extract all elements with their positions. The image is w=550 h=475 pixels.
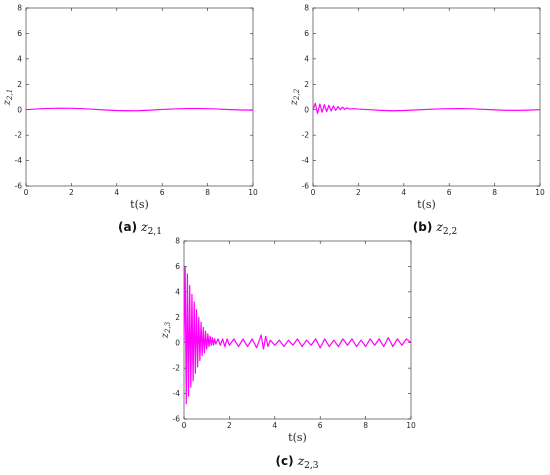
plot-frame — [25, 7, 254, 187]
caption-sub: 2,1 — [148, 227, 162, 237]
y-tick-label: 8 — [304, 4, 309, 13]
panel-caption: (c) z2,3 — [275, 453, 318, 471]
y-tick-label: 8 — [175, 237, 180, 246]
x-tick-label: 6 — [447, 188, 452, 197]
x-tick-label: 2 — [356, 188, 361, 197]
plot-frame — [312, 7, 541, 187]
panel-caption: (b) z2,2 — [413, 219, 457, 237]
caption-sub: 2,2 — [443, 227, 457, 237]
y-tick-label: 0 — [17, 105, 22, 114]
y-tick-label: -2 — [15, 131, 23, 140]
y-tick-label: 6 — [17, 29, 22, 38]
x-tick-label: 0 — [311, 188, 316, 197]
plot-frame — [183, 240, 412, 420]
x-tick-label: 0 — [24, 188, 29, 197]
caption-var: z — [297, 453, 305, 468]
caption-letter: (b) — [413, 220, 433, 234]
caption-letter: (c) — [275, 454, 293, 468]
y-axis-label-var: z — [160, 332, 171, 339]
caption-var: z — [435, 219, 443, 234]
y-tick-label: 4 — [17, 54, 22, 63]
y-tick-label: -2 — [173, 364, 181, 373]
y-tick-label: 2 — [17, 80, 22, 89]
y-axis-label-sub: 2,1 — [6, 89, 14, 101]
x-tick-label: 10 — [535, 188, 545, 197]
x-tick-label: 10 — [248, 188, 258, 197]
x-tick-label: 8 — [492, 188, 497, 197]
caption-sub: 2,3 — [304, 461, 319, 471]
y-tick-label: 8 — [17, 4, 22, 13]
y-tick-label: -6 — [15, 182, 23, 191]
x-tick-label: 2 — [69, 188, 74, 197]
x-tick-label: 2 — [227, 421, 232, 430]
x-tick-label: 6 — [318, 421, 323, 430]
x-tick-label: 0 — [182, 421, 187, 430]
series-line-1 — [313, 102, 540, 115]
y-tick-label: -4 — [302, 156, 310, 165]
x-axis-label: t(s) — [417, 198, 436, 211]
y-tick-label: 4 — [175, 287, 180, 296]
x-axis-label: t(s) — [288, 431, 307, 444]
y-axis-label-sub: 2,3 — [164, 321, 172, 334]
x-tick-label: 4 — [272, 421, 277, 430]
y-tick-label: -2 — [302, 131, 310, 140]
y-tick-label: 6 — [175, 262, 180, 271]
y-tick-label: -6 — [302, 182, 310, 191]
series-line-1 — [184, 265, 411, 405]
x-tick-label: 6 — [160, 188, 165, 197]
y-tick-label: -6 — [173, 415, 181, 424]
x-tick-label: 10 — [406, 421, 416, 430]
y-axis-label-var: z — [2, 99, 13, 106]
x-tick-label: 8 — [205, 188, 210, 197]
y-tick-label: -4 — [15, 156, 23, 165]
caption-letter: (a) — [118, 220, 137, 234]
x-tick-label: 4 — [114, 188, 119, 197]
y-tick-label: -4 — [173, 389, 181, 398]
x-axis-label: t(s) — [130, 198, 149, 211]
x-tick-label: 4 — [401, 188, 406, 197]
x-tick-label: 8 — [363, 421, 368, 430]
series-line-1 — [26, 107, 253, 112]
y-axis-label: z2,1 — [2, 89, 14, 106]
y-axis-label: z2,2 — [289, 88, 301, 106]
y-tick-label: 2 — [304, 80, 309, 89]
y-axis-label-sub: 2,2 — [293, 88, 301, 101]
y-tick-label: 2 — [175, 313, 180, 322]
panel-caption: (a) z2,1 — [118, 219, 162, 237]
y-tick-label: 0 — [175, 338, 180, 347]
y-tick-label: 0 — [304, 105, 309, 114]
y-axis-label: z2,3 — [160, 321, 172, 339]
y-axis-label-var: z — [289, 99, 300, 106]
y-tick-label: 4 — [304, 54, 309, 63]
caption-var: z — [140, 219, 148, 234]
y-tick-label: 6 — [304, 29, 309, 38]
